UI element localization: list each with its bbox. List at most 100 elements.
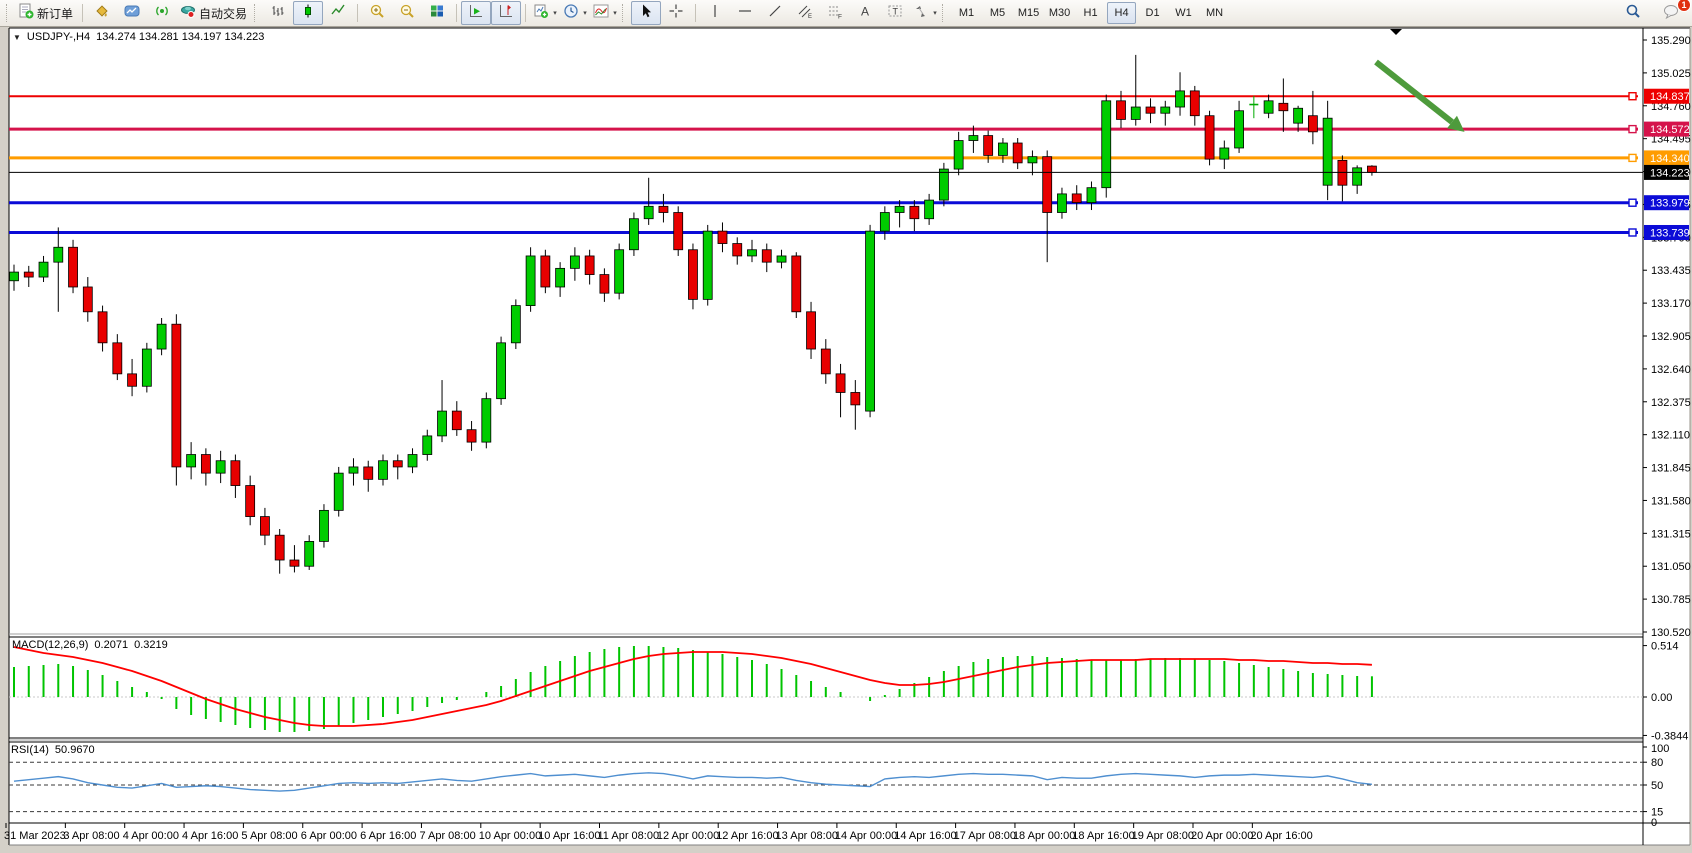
price-tag[interactable] [1644,88,1689,104]
x-axis-label: 31 Mar 2023 [4,830,66,842]
fibonacci-tool-button[interactable]: F [820,1,850,25]
bucket-icon [94,3,110,24]
chevron-down-icon[interactable]: ▼ [13,32,21,42]
vertical-line-icon [707,3,723,24]
rsi-indicator-label: RSI(14) 50.9670 [11,744,95,756]
y-axis-tick-label: 130.785 [1651,594,1691,606]
timeframe-m1-button[interactable]: M1 [952,2,981,24]
y-axis-tick-label: 132.375 [1651,397,1691,409]
cursor-tool-button[interactable] [631,1,662,25]
price-tag[interactable] [1644,150,1689,166]
auto-scroll-icon [468,3,484,24]
line-endpoint-handle[interactable] [1628,153,1637,163]
candle-body [540,255,551,288]
candle-body [879,212,890,232]
market-watch-button[interactable] [117,1,147,25]
zoom-in-button[interactable] [362,1,392,25]
candle-body [451,410,462,431]
auto-scroll-button[interactable] [461,1,492,25]
timeframe-h1-button[interactable]: H1 [1076,2,1105,24]
candle-body [215,460,226,474]
candle-body [363,466,374,480]
price-tag[interactable] [1644,121,1689,137]
trendline-tool-button[interactable] [760,1,790,25]
tile-windows-button[interactable] [422,1,452,25]
notifications-button[interactable]: 1 [1656,0,1691,25]
search-button[interactable] [1618,1,1648,25]
macd-axis-label: 0.514 [1651,641,1679,653]
scroll-to-end-marker[interactable] [1390,29,1402,35]
x-axis-label: 10 Apr 16:00 [538,830,600,842]
zoom-out-icon [399,3,415,24]
y-axis-tick-label: 134.760 [1651,101,1691,113]
rsi-value: 50.9670 [54,744,95,756]
shapes-tool-button[interactable]: ▾ [910,1,940,25]
line-endpoint-handle[interactable] [1628,198,1637,207]
timeframe-mn-button[interactable]: MN [1200,2,1229,24]
macd-main-value: 0.2071 [94,639,129,651]
shapes-icon [913,3,929,24]
fibonacci-icon: F [827,3,843,24]
zoom-out-button[interactable] [392,1,422,25]
candle-body [437,410,447,437]
candle-body [38,261,49,278]
y-axis-tick-label: 132.905 [1651,331,1691,343]
candle-body [555,267,566,288]
candle-body [569,255,580,269]
timeframe-m5-button[interactable]: M5 [983,2,1012,24]
candle-body [924,199,935,220]
price-tag[interactable] [1644,224,1689,240]
profiles-button[interactable]: ▾ [560,1,590,25]
line-chart-button[interactable] [323,1,353,25]
signal-button[interactable] [147,1,177,25]
candle-body [1307,115,1318,133]
candle-body [1145,106,1156,114]
auto-trading-button[interactable]: 自动交易 [177,1,252,25]
timeframe-w1-button[interactable]: W1 [1169,2,1198,24]
timeframe-h4-button[interactable]: H4 [1107,2,1137,24]
indicators-button[interactable]: ▾ [590,1,620,25]
macd-axis-label: 0.00 [1651,692,1672,704]
new-chart-button[interactable]: ▾ [530,1,560,25]
candle-body [127,373,137,387]
toolbar-grip [254,4,260,22]
price-tag-label: 134.340 [1650,153,1690,165]
text-label-tool-button[interactable]: T [880,1,910,25]
candle-body [791,255,802,313]
candle-body [983,135,994,156]
price-tag[interactable] [1644,195,1689,211]
timeframe-m15-button[interactable]: M15 [1014,2,1043,24]
chart-title-bar: ▼ USDJPY-,H4 134.274 134.281 134.197 134… [13,31,264,43]
candle-body [304,541,315,567]
horizontal-line-tool-button[interactable] [730,1,760,25]
candle-body [466,429,477,443]
line-endpoint-handle[interactable] [1628,124,1637,134]
timeframe-m30-button[interactable]: M30 [1045,2,1074,24]
candlestick-chart-button[interactable] [293,1,324,25]
chat-icon [1663,3,1680,24]
candle-body [245,485,256,517]
line-endpoint-handle[interactable] [1628,92,1637,101]
new-order-button[interactable]: 新订单 [15,1,78,25]
cursor-icon [638,3,654,24]
rsi-axis-label: 15 [1651,807,1663,819]
candle-body [717,230,728,244]
vertical-line-tool-button[interactable] [700,1,730,25]
trend-arrow-annotation[interactable] [1374,59,1454,125]
text-tool-button[interactable]: A [850,1,880,25]
candle-body [732,243,743,257]
price-tag[interactable] [1644,164,1689,180]
candle-body [1219,147,1230,160]
bar-chart-icon [270,3,286,24]
crosshair-tool-button[interactable] [661,1,691,25]
chart-shift-button[interactable] [491,1,522,25]
styler-button[interactable] [87,1,117,25]
candle-body [1278,102,1289,112]
bar-chart-button[interactable] [263,1,293,25]
timeframe-d1-button[interactable]: D1 [1138,2,1167,24]
channel-tool-button[interactable]: E [790,1,820,25]
line-endpoint-handle[interactable] [1628,228,1637,237]
candle-body [614,249,625,294]
x-axis-label: 17 Apr 08:00 [954,830,1016,842]
